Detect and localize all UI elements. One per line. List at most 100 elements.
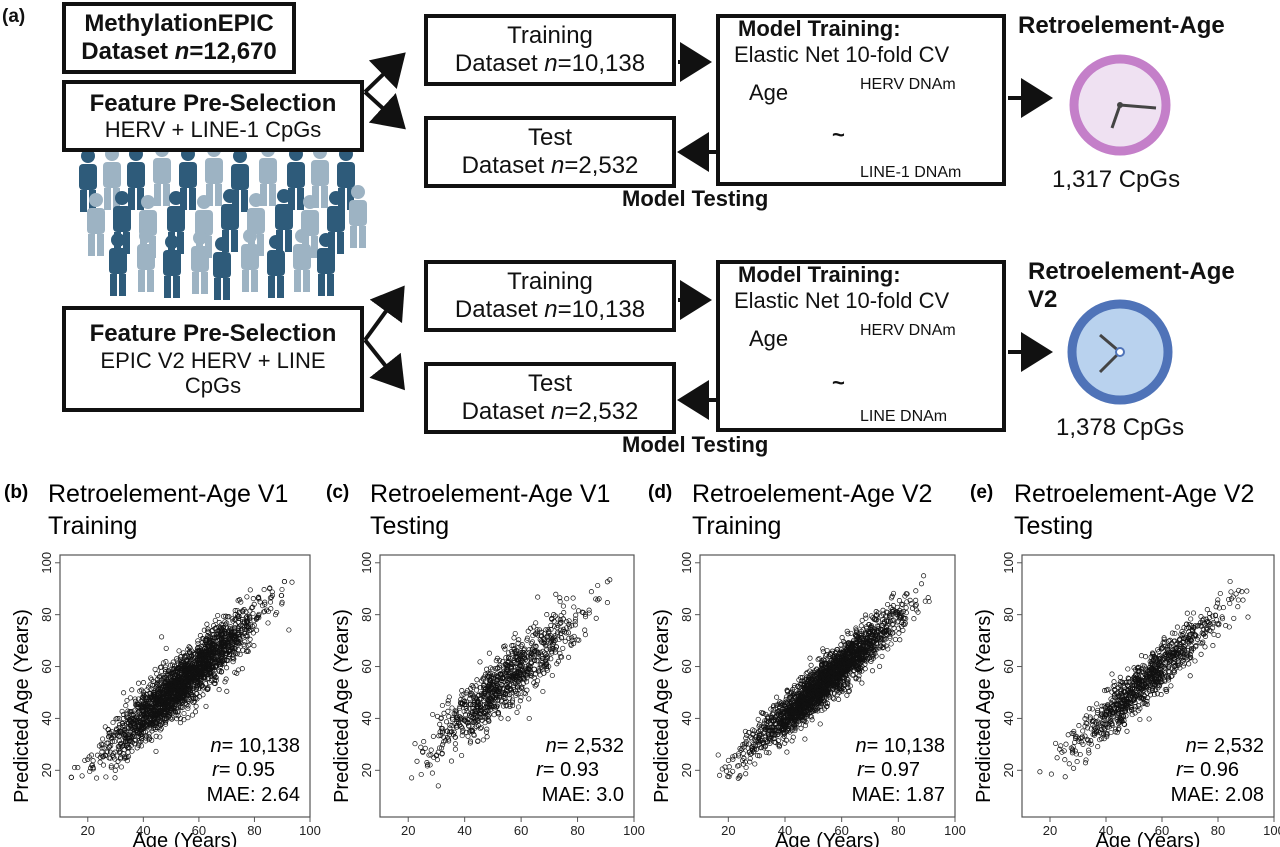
scatter-point: [826, 661, 832, 667]
scatter-point: [206, 675, 212, 681]
scatter-point: [162, 688, 169, 695]
scatter-point: [482, 694, 488, 700]
scatter-point: [193, 695, 199, 701]
scatter-point: [878, 627, 884, 633]
scatter-point: [151, 716, 157, 722]
scatter-point: [869, 642, 875, 648]
scatter-point: [504, 674, 510, 680]
scatter-point: [472, 708, 478, 714]
scatter-point: [848, 643, 854, 649]
scatter-point: [820, 695, 826, 701]
scatter-point: [139, 713, 145, 720]
scatter-point: [838, 642, 844, 648]
scatter-point: [824, 683, 830, 689]
scatter-point: [816, 684, 822, 690]
scatter-point: [451, 729, 457, 735]
scatter-point: [262, 599, 268, 605]
scatter-point: [765, 725, 771, 731]
scatter-point: [161, 708, 167, 714]
scatter-point: [814, 682, 821, 688]
scatter-point: [180, 697, 186, 703]
scatter-point: [813, 678, 819, 684]
scatter-point: [208, 652, 214, 658]
scatter-point: [112, 749, 118, 755]
scatter-point: [808, 709, 814, 715]
scatter-point: [839, 670, 846, 676]
scatter-point: [236, 613, 242, 619]
scatter-point: [844, 654, 850, 660]
scatter-point: [222, 650, 229, 656]
scatter-point: [197, 649, 203, 655]
scatter-point: [178, 680, 184, 686]
scatter-point: [144, 711, 150, 717]
scatter-point: [141, 726, 147, 732]
scatter-point: [126, 725, 132, 731]
scatter-point: [866, 622, 872, 628]
scatter-point: [486, 699, 492, 705]
scatter-point: [887, 635, 893, 641]
scatter-point: [858, 650, 864, 656]
scatter-point: [227, 648, 233, 654]
scatter-point: [860, 647, 866, 653]
scatter-point: [530, 655, 536, 661]
scatter-point: [200, 654, 206, 660]
scatter-point: [850, 651, 856, 657]
scatter-point: [841, 666, 847, 672]
scatter-point: [793, 707, 799, 714]
scatter-point: [804, 703, 810, 709]
scatter-point: [809, 689, 815, 695]
scatter-point: [826, 663, 832, 669]
scatter-point: [153, 711, 159, 717]
scatter-point: [799, 705, 805, 711]
scatter-point: [819, 666, 825, 672]
scatter-point: [160, 675, 166, 681]
scatter-point: [881, 636, 888, 642]
scatter-point: [792, 708, 798, 714]
scatter-point: [141, 725, 147, 731]
scatter-point: [827, 680, 833, 686]
scatter-point: [202, 658, 208, 664]
scatter-point: [169, 690, 175, 696]
scatter-point: [121, 727, 127, 733]
scatter-point: [89, 762, 95, 768]
scatter-point: [841, 653, 847, 659]
scatter-point: [896, 614, 902, 620]
scatter-point: [831, 665, 837, 672]
model-testing-v1-label: Model Testing: [622, 186, 769, 211]
scatter-point: [832, 670, 839, 676]
scatter-point: [206, 640, 212, 646]
scatter-point: [818, 672, 825, 678]
scatter-point: [842, 664, 848, 671]
scatter-point: [216, 667, 222, 673]
scatter-point: [485, 670, 491, 676]
scatter-point: [244, 623, 250, 629]
scatter-point: [834, 673, 840, 679]
scatter-point: [241, 624, 247, 630]
scatter-point: [779, 712, 785, 718]
scatter-point: [190, 686, 197, 692]
scatter-point: [776, 727, 782, 734]
scatter-point: [840, 651, 846, 657]
scatter-point: [229, 644, 235, 650]
scatter-point: [880, 616, 886, 623]
scatter-point: [131, 717, 137, 723]
scatter-point: [807, 694, 813, 700]
scatter-point: [212, 617, 218, 623]
scatter-point: [871, 629, 877, 635]
scatter-point: [115, 758, 121, 764]
scatter-point: [850, 648, 856, 654]
scatter-point: [226, 632, 232, 638]
scatter-point: [559, 635, 565, 641]
scatter-point: [486, 698, 492, 704]
scatter-point: [818, 679, 824, 685]
scatter-point: [194, 665, 200, 671]
scatter-point: [801, 684, 807, 691]
scatter-point: [851, 654, 858, 660]
scatter-point: [806, 696, 812, 702]
scatter-point: [169, 687, 175, 693]
scatter-point: [157, 690, 164, 696]
scatter-point: [452, 734, 458, 740]
scatter-point: [244, 634, 250, 640]
scatter-point: [457, 717, 463, 723]
scatter-point: [458, 715, 464, 721]
